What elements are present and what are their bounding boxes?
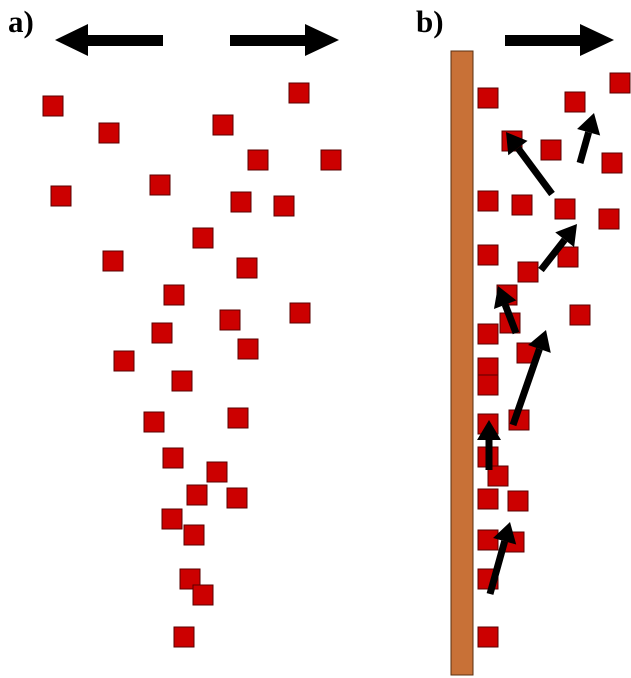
particle-square bbox=[247, 149, 269, 171]
particle-square bbox=[507, 490, 529, 512]
particle-square bbox=[289, 302, 311, 324]
particle-square bbox=[173, 626, 195, 648]
particle-square bbox=[557, 246, 579, 268]
particle-square bbox=[273, 195, 295, 217]
particle-square bbox=[192, 584, 214, 606]
particle-square bbox=[237, 338, 259, 360]
particle-square bbox=[162, 447, 184, 469]
particle-square bbox=[42, 95, 64, 117]
particle-square bbox=[477, 374, 499, 396]
panel-b-label: b) bbox=[416, 4, 444, 39]
particle-square bbox=[143, 411, 165, 433]
particle-square bbox=[569, 304, 591, 326]
particle-square bbox=[98, 122, 120, 144]
particle-square bbox=[113, 350, 135, 372]
particle-square bbox=[226, 487, 248, 509]
particle-square bbox=[540, 139, 562, 161]
particle-square bbox=[186, 484, 208, 506]
particle-square bbox=[487, 465, 509, 487]
right-arrow-icon bbox=[230, 24, 339, 56]
particle-square bbox=[609, 72, 631, 94]
motion-arrow-icon bbox=[576, 113, 601, 164]
motion-arrows-panel-b bbox=[477, 113, 601, 595]
particle-square bbox=[219, 309, 241, 331]
left-arrow-icon bbox=[55, 24, 163, 56]
particle-square bbox=[161, 508, 183, 530]
particle-square bbox=[102, 250, 124, 272]
right-arrow-icon bbox=[505, 24, 614, 56]
particle-square bbox=[477, 323, 499, 345]
particle-square bbox=[477, 626, 499, 648]
particle-square bbox=[50, 185, 72, 207]
particle-square bbox=[230, 191, 252, 213]
wall bbox=[450, 50, 474, 676]
particle-square bbox=[477, 529, 499, 551]
particle-square bbox=[171, 370, 193, 392]
motion-arrow-icon bbox=[493, 286, 520, 335]
motion-arrow-icon bbox=[509, 330, 551, 427]
motion-arrow-icon bbox=[538, 224, 577, 273]
particle-square bbox=[554, 198, 576, 220]
particles-panel-a bbox=[42, 82, 342, 648]
motion-arrow-icon bbox=[486, 522, 517, 595]
particle-square bbox=[151, 322, 173, 344]
particle-square bbox=[477, 488, 499, 510]
particle-square bbox=[564, 91, 586, 113]
particle-square bbox=[149, 174, 171, 196]
particle-square bbox=[477, 244, 499, 266]
particle-square bbox=[206, 461, 228, 483]
motion-arrow-icon bbox=[506, 132, 555, 197]
particle-square bbox=[477, 190, 499, 212]
particle-square bbox=[598, 208, 620, 230]
particle-square bbox=[236, 257, 258, 279]
particle-square bbox=[477, 87, 499, 109]
particle-square bbox=[179, 568, 201, 590]
particle-square bbox=[163, 284, 185, 306]
particle-square bbox=[517, 261, 539, 283]
particle-square bbox=[212, 114, 234, 136]
particle-square bbox=[227, 407, 249, 429]
motion-arrow-icon bbox=[477, 420, 501, 470]
panel-a-label: a) bbox=[8, 4, 34, 39]
particle-square bbox=[320, 149, 342, 171]
particle-square bbox=[192, 227, 214, 249]
particle-square bbox=[288, 82, 310, 104]
particle-square bbox=[183, 524, 205, 546]
particle-square bbox=[601, 152, 623, 174]
particle-square bbox=[511, 194, 533, 216]
